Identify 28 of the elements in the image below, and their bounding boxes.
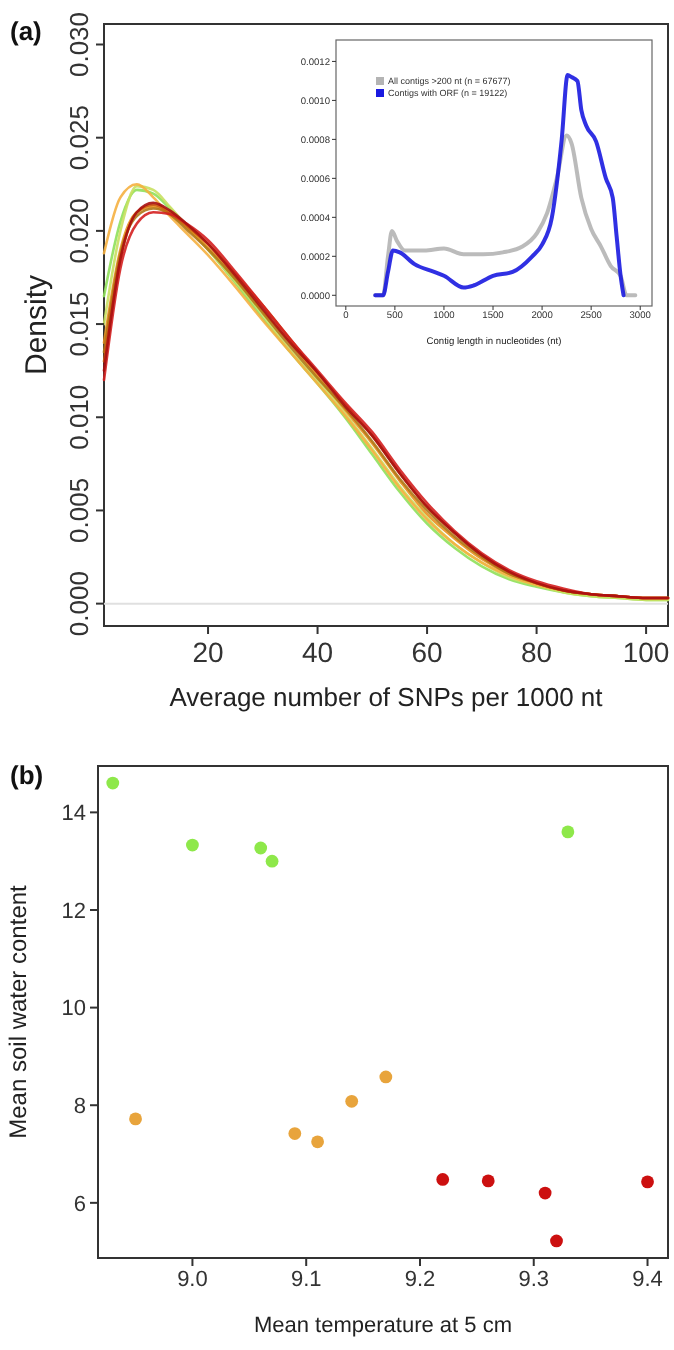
y-tick-label: 0.010 [64, 384, 94, 450]
y-tick-label: 6 [73, 1192, 86, 1217]
x-tick-label: 9.3 [518, 1268, 550, 1292]
y-tick-label: 8 [73, 1094, 86, 1119]
y-tick-label: 0.015 [64, 291, 94, 357]
x-tick-label: 9.1 [290, 1268, 322, 1292]
y-axis-title: Density [20, 274, 54, 376]
y-tick-label: 0.020 [64, 198, 94, 264]
x-tick-label: 40 [301, 636, 334, 668]
y-tick-label: 0.025 [64, 105, 94, 171]
text: (b) [10, 760, 44, 790]
y-tick-label: 0.030 [64, 11, 94, 78]
x-tick-label: 9.4 [632, 1268, 663, 1292]
text: (a) [10, 16, 42, 46]
y-tick-label: 10 [61, 997, 86, 1022]
y-tick-label: 14 [61, 802, 86, 827]
x-axis-title: Mean temperature at 5 cm [253, 1314, 513, 1338]
y-tick-label: 0.000 [64, 571, 94, 637]
y-tick-label: 12 [61, 899, 86, 924]
x-tick-label: 80 [521, 636, 553, 668]
x-tick-label: 20 [192, 636, 225, 668]
x-tick-label: 9.0 [177, 1268, 208, 1292]
y-tick-label: 0.005 [64, 477, 94, 543]
y-axis-title: Mean soil water content [4, 883, 32, 1139]
x-tick-label: 100 [622, 636, 670, 668]
x-tick-label: 60 [411, 636, 444, 668]
x-axis-title: Average number of SNPs per 1000 nt [169, 682, 604, 712]
x-tick-label: 9.2 [404, 1268, 436, 1292]
